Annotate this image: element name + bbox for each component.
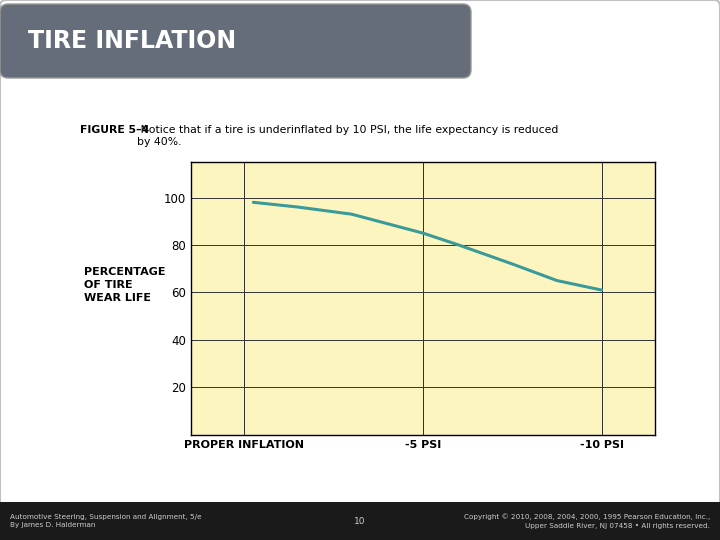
Text: 10: 10: [354, 516, 366, 525]
Text: PERCENTAGE
OF TIRE
WEAR LIFE: PERCENTAGE OF TIRE WEAR LIFE: [84, 267, 166, 303]
Text: TIRE INFLATION: TIRE INFLATION: [28, 29, 236, 53]
FancyBboxPatch shape: [0, 4, 471, 78]
Text: Automotive Steering, Suspension and Alignment, 5/e
By James D. Halderman: Automotive Steering, Suspension and Alig…: [10, 514, 202, 529]
Bar: [0, 502, 720, 540]
Text: Copyright © 2010, 2008, 2004, 2000, 1995 Pearson Education, Inc.,
Upper Saddle R: Copyright © 2010, 2008, 2004, 2000, 1995…: [464, 513, 710, 529]
Text: FIGURE 5–4: FIGURE 5–4: [80, 125, 149, 135]
Text: Notice that if a tire is underinflated by 10 PSI, the life expectancy is reduced: Notice that if a tire is underinflated b…: [137, 125, 559, 146]
